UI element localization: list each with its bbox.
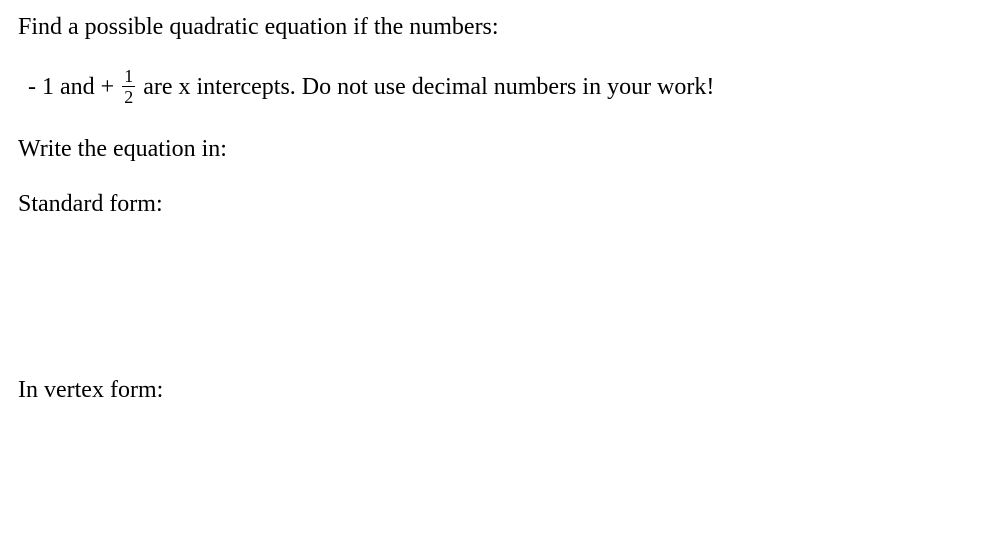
intercept-a: - 1 [28, 74, 54, 100]
intercept-tail-text: are x intercepts. Do not use decimal num… [143, 74, 714, 100]
write-in-line: Write the equation in: [18, 134, 965, 165]
intercepts-line: - 1 and + 1 2 are x intercepts. Do not u… [28, 69, 965, 108]
vertex-form-label: In vertex form: [18, 375, 965, 406]
fraction-denominator: 2 [122, 86, 135, 106]
connector-text: and [54, 74, 101, 100]
vertex-form-text: In vertex form: [18, 377, 163, 403]
write-in-text: Write the equation in: [18, 136, 227, 162]
worksheet-page: Find a possible quadratic equation if th… [0, 0, 983, 406]
fraction-one-half: 1 2 [122, 67, 135, 106]
standard-form-text: Standard form: [18, 191, 163, 217]
fraction-numerator: 1 [122, 67, 135, 86]
standard-form-answer-area [18, 245, 965, 375]
prompt-line: Find a possible quadratic equation if th… [18, 12, 965, 43]
plus-sign: + [101, 74, 115, 100]
standard-form-label: Standard form: [18, 189, 965, 220]
prompt-text: Find a possible quadratic equation if th… [18, 14, 499, 40]
